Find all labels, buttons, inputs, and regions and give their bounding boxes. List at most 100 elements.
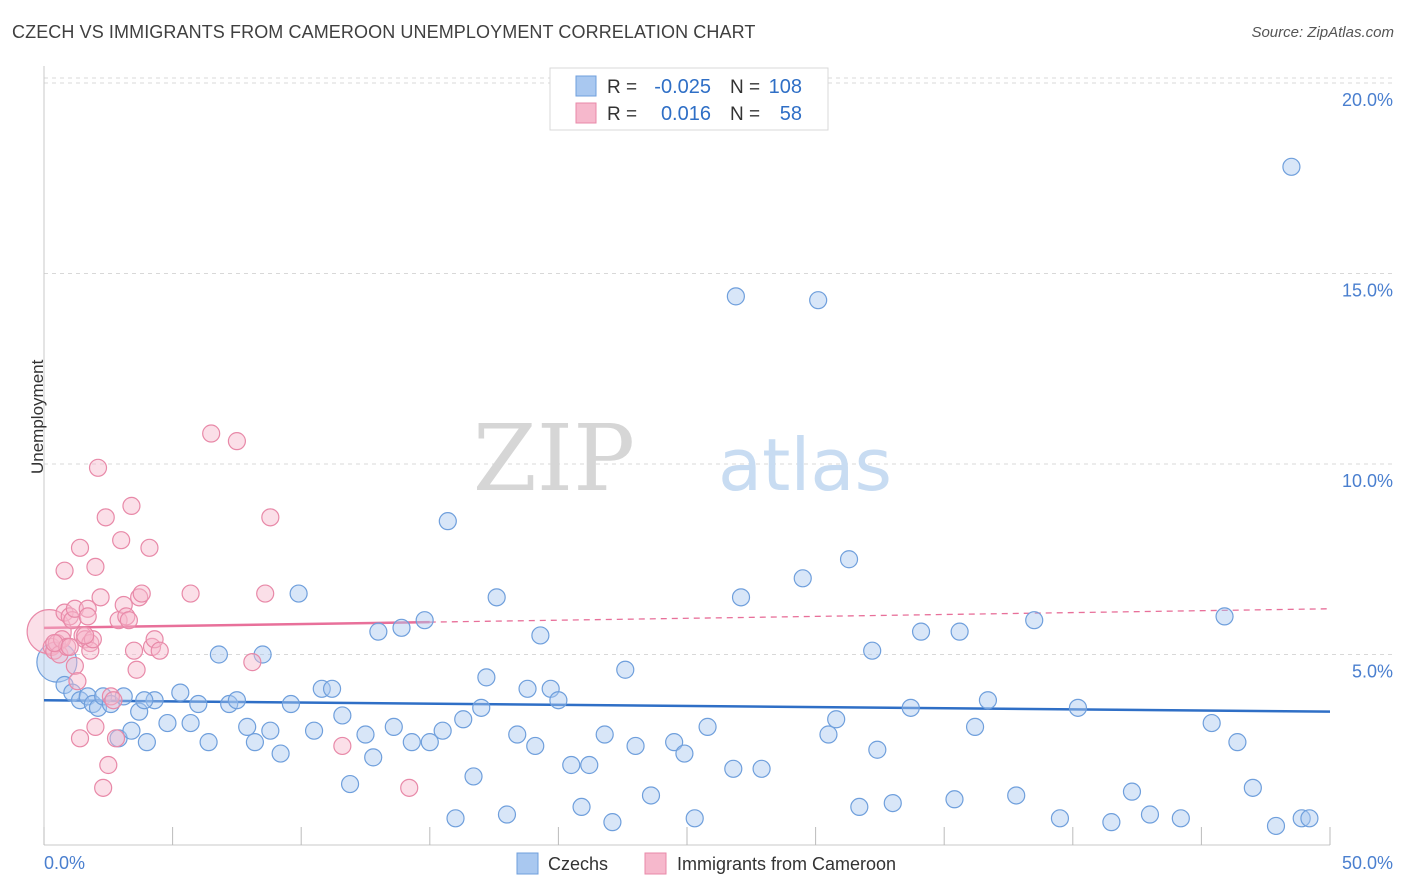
czechs-point-84 [911,622,931,641]
czechs-point-79 [850,797,869,817]
legend-cameroon-n-value: 58 [780,103,802,125]
czechs-point-75 [809,291,828,310]
cameroon-point-53 [400,778,419,797]
cameroon-point-18 [78,599,97,618]
cameroon-point-38 [124,641,144,660]
cameroon-trend-line-dashed [429,608,1331,623]
cameroon-point-36 [119,611,138,630]
czechs-point-73 [752,759,771,778]
czechs-point-35 [356,725,375,744]
czechs-point-33 [333,706,352,725]
czechs-point-72 [731,588,751,607]
czechs-point-104 [1300,809,1319,828]
cameroon-point-26 [91,588,110,607]
czechs-point-52 [508,725,527,744]
series-legend-cameroon-swatch [644,852,667,875]
cameroon-point-13 [68,672,87,691]
czechs-point-30 [304,721,324,740]
czechs-point-10 [114,687,133,706]
czechs-point-97 [1202,713,1221,733]
czechs-point-40 [402,733,421,752]
czechs-point-49 [477,668,496,687]
cameroon-point-48 [227,432,246,451]
cameroon-point-24 [86,557,105,576]
y-tick-label-3: 20.0% [1342,90,1393,110]
czechs-point-90 [1025,611,1044,630]
czechs-point-13 [137,733,156,752]
cameroon-point-31 [106,729,126,748]
czechs-point-22 [227,691,246,710]
czechs-point-100 [1243,778,1262,797]
czechs-point-53 [518,679,537,698]
x-tick-labels: 0.0% 50.0% [44,853,1393,873]
czechs-point-85 [945,790,964,809]
czechs-point-71 [726,287,745,306]
czechs-point-41 [415,611,434,630]
cameroon-point-44 [145,630,164,649]
czechs-point-80 [863,641,882,660]
czechs-point-68 [685,809,704,828]
czechs-point-69 [698,717,717,736]
czechs-point-38 [384,717,403,736]
legend-cameroon-r-label: R = [607,104,637,125]
cameroon-point-47 [202,424,221,443]
cameroon-point-14 [70,538,90,557]
czechs-point-66 [665,733,684,752]
czechs-point-2 [63,683,82,702]
y-tick-labels: 5.0% 10.0% 15.0% 20.0% [1342,90,1393,682]
czechs-point-76 [819,725,838,744]
czechs-point-64 [626,736,645,756]
czechs-point-25 [253,645,272,664]
czechs-point-19 [199,733,218,752]
czechs-point-88 [978,691,998,710]
legend-czechs-n-label: N = [730,77,760,98]
cameroon-point-37 [122,496,141,516]
y-tick-label-1: 10.0% [1342,471,1393,491]
czechs-point-29 [289,584,308,603]
czechs-point-59 [572,797,591,817]
cameroon-point-52 [333,736,352,756]
czechs-point-32 [322,679,342,698]
czechs-points [36,157,1319,836]
czechs-point-89 [1007,786,1026,805]
czechs-point-95 [1140,805,1160,824]
czechs-point-42 [420,733,439,752]
czechs-point-43 [433,721,452,740]
cameroon-point-11 [65,656,84,676]
czechs-point-82 [883,793,902,813]
series-legend-cameroon-label: Immigrants from Cameroon [677,854,896,874]
czechs-point-61 [595,725,614,744]
czechs-point-96 [1171,809,1190,828]
czechs-point-28 [281,694,301,714]
czechs-point-7 [94,687,113,706]
czechs-point-63 [616,660,635,679]
series-legend: Czechs Immigrants from Cameroon [516,852,896,875]
legend-cameroon-n-label: N = [730,104,760,125]
series-legend-czechs-label: Czechs [548,854,608,874]
czechs-point-23 [238,717,257,736]
x-tick-label-1: 50.0% [1342,853,1393,873]
watermark: ZIP atlas [473,405,892,512]
cameroon-point-39 [127,660,146,679]
stats-legend: R = -0.025 N = 108 R = 0.016 N = 58 [549,67,829,131]
y-tick-label-0: 5.0% [1352,662,1393,682]
grid [44,77,1392,655]
czechs-point-47 [464,767,483,786]
watermark-zip: ZIP [473,405,635,512]
cameroon-point-4 [50,645,69,664]
czechs-point-60 [580,755,599,775]
legend-czechs-r-label: R = [607,77,637,98]
cameroon-point-27 [94,778,113,797]
czechs-point-99 [1228,733,1247,752]
czechs-point-27 [271,744,290,763]
czechs-point-83 [901,698,920,717]
czechs-point-81 [868,740,887,759]
cameroon-point-25 [88,458,108,477]
cameroon-point-29 [99,755,118,775]
y-axis-label: Unemployment [28,359,47,474]
x-tick-label-0: 0.0% [44,853,85,873]
czechs-point-70 [724,759,743,778]
czechs-trend-line [43,698,1331,713]
czechs-point-36 [364,748,383,767]
czechs-point-37 [369,622,388,641]
